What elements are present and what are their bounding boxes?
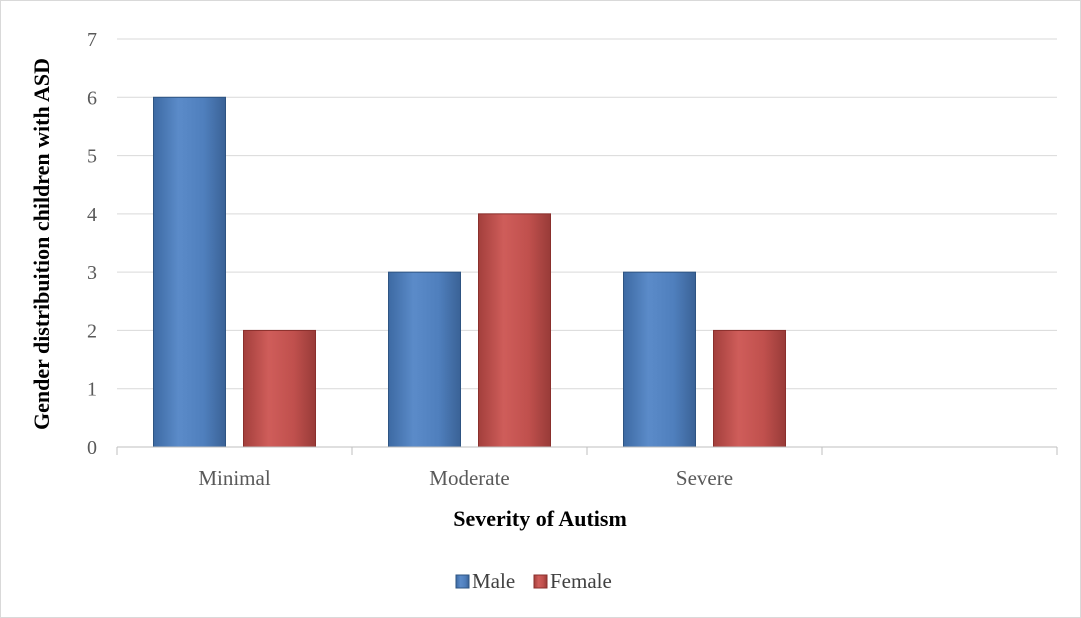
- x-tick-label: Moderate: [429, 466, 509, 490]
- legend-swatch-male: [455, 574, 470, 589]
- x-tick-label: Minimal: [198, 466, 270, 490]
- bar-female-severe: [713, 329, 786, 448]
- bar-female-minimal: [243, 329, 316, 448]
- y-tick-label: 0: [87, 437, 97, 459]
- legend-swatch-female: [533, 574, 548, 589]
- y-tick-label: 2: [87, 320, 97, 342]
- x-tick-label: Severe: [676, 466, 733, 490]
- bars: [153, 96, 786, 448]
- bar-male-moderate: [388, 271, 461, 448]
- x-axis-title: Severity of Autism: [453, 506, 627, 531]
- y-axis-title: Gender distribuition children with ASD: [29, 58, 54, 430]
- y-tick-label: 7: [87, 29, 97, 51]
- legend: Male Female: [455, 569, 612, 593]
- y-axis-ticks: 0 1 2 3 4 5 6 7: [87, 29, 97, 459]
- legend-label-female: Female: [550, 569, 612, 593]
- y-tick-label: 5: [87, 146, 97, 168]
- legend-label-male: Male: [472, 569, 515, 593]
- y-tick-label: 3: [87, 262, 97, 284]
- bar-male-minimal: [153, 96, 226, 448]
- bar-male-severe: [623, 271, 696, 448]
- x-axis: Minimal Moderate Severe: [116, 446, 1058, 490]
- y-tick-label: 1: [87, 379, 97, 401]
- bar-female-moderate: [478, 213, 551, 448]
- y-tick-label: 6: [87, 87, 97, 109]
- y-tick-label: 4: [87, 204, 97, 226]
